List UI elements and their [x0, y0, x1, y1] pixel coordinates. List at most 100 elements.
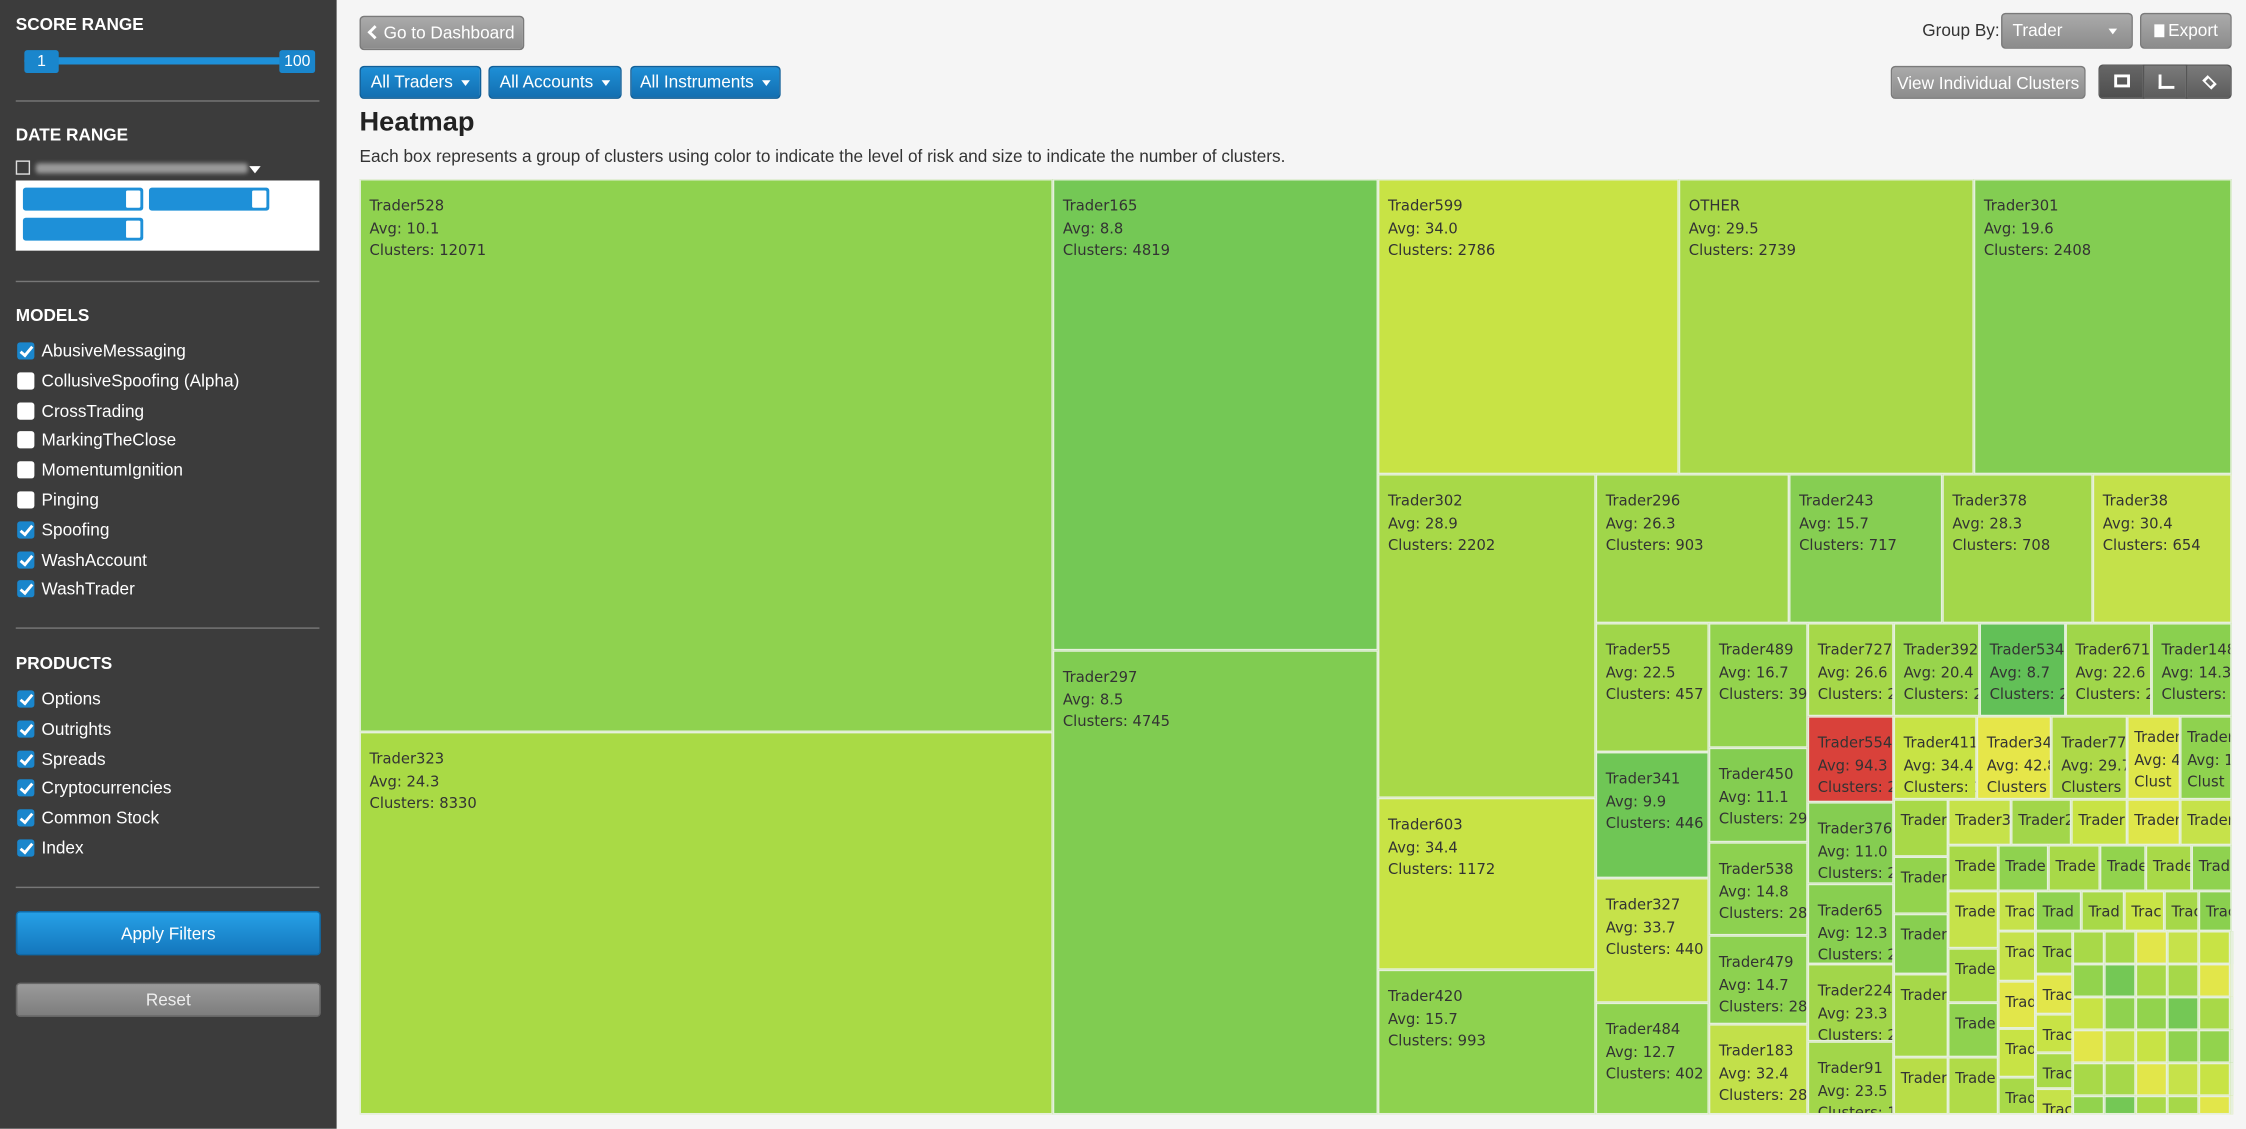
dashboard-button[interactable]: Go to Dashboard	[359, 15, 525, 51]
treemap-cell[interactable]	[2230, 1095, 2234, 1115]
treemap-cell[interactable]: Trade	[2048, 845, 2100, 891]
treemap-cell[interactable]	[2198, 1062, 2231, 1096]
filter-dropdown[interactable]: All Traders	[359, 65, 482, 99]
checkbox[interactable]	[17, 461, 35, 479]
treemap-cell[interactable]: Trader243 Avg: 15.7 Clusters: 717	[1789, 474, 1943, 624]
blurred-date[interactable]	[35, 163, 248, 174]
treemap-cell[interactable]: Trader	[1893, 913, 1949, 975]
checkbox[interactable]	[17, 431, 35, 449]
treemap-cell[interactable]	[2104, 1062, 2136, 1096]
treemap-cell[interactable]: Trader183 Avg: 32.4 Clusters: 28	[1708, 1024, 1808, 1115]
treemap-cell[interactable]	[2072, 1029, 2105, 1063]
grid-view-button[interactable]	[2098, 64, 2145, 99]
treemap-cell[interactable]	[2167, 1095, 2199, 1115]
treemap-cell[interactable]: Trader55 Avg: 22.5 Clusters: 457	[1595, 623, 1709, 753]
treemap-cell[interactable]: Trader341 Avg: 9.9 Clusters: 446	[1595, 752, 1709, 879]
treemap-cell[interactable]: Trader	[1998, 845, 2049, 891]
treemap-cell[interactable]: Trader	[1893, 856, 1949, 914]
treemap-cell[interactable]: Trac	[2164, 890, 2199, 932]
layers-view-button[interactable]	[2185, 64, 2232, 99]
treemap-cell[interactable]: Trad	[2081, 890, 2125, 932]
treemap-cell[interactable]: Trader392 Avg: 20.4 Clusters: 2	[1893, 623, 1980, 717]
treemap-cell[interactable]: Trad	[1998, 1028, 2036, 1078]
treemap-cell[interactable]: Trader	[2071, 799, 2128, 846]
treemap-cell[interactable]: Trad	[1998, 1077, 2036, 1115]
checkbox[interactable]	[17, 401, 35, 420]
view-clusters-button[interactable]: View Individual Clusters	[1890, 65, 2086, 99]
treemap-cell[interactable]: Trade	[2191, 845, 2232, 891]
reset-button[interactable]: Reset	[15, 982, 321, 1018]
checkbox[interactable]	[17, 690, 35, 708]
checkbox[interactable]	[17, 342, 35, 360]
treemap-cell[interactable]: Trader599 Avg: 34.0 Clusters: 2786	[1377, 179, 1679, 475]
treemap-cell[interactable]	[2135, 1029, 2168, 1063]
treemap-cell[interactable]	[2072, 964, 2105, 997]
treemap-cell[interactable]: Trader554 Avg: 94.3 Clusters: 2	[1807, 716, 1894, 803]
treemap-cell[interactable]: Trade	[1948, 1057, 1999, 1115]
treemap-cell[interactable]	[2230, 996, 2234, 1030]
treemap-cell[interactable]: Trader376 Avg: 11.0 Clusters: 2	[1807, 802, 1894, 884]
treemap-cell[interactable]	[2167, 964, 2199, 997]
treemap-cell[interactable]: Trader	[1893, 799, 1949, 857]
slider-handle[interactable]: 100	[279, 50, 316, 74]
treemap-cell[interactable]: Trade	[2099, 845, 2146, 891]
treemap-cell[interactable]: Trader297 Avg: 8.5 Clusters: 4745	[1052, 650, 1378, 1115]
treemap-cell[interactable]	[2230, 964, 2234, 997]
slider-handle[interactable]: 1	[24, 50, 59, 74]
treemap-cell[interactable]	[2072, 931, 2105, 965]
checkbox[interactable]	[17, 550, 35, 569]
treemap-cell[interactable]: Trade	[1998, 981, 2036, 1029]
treemap-cell[interactable]: Trad	[1998, 931, 2036, 982]
treemap-cell[interactable]	[2198, 964, 2231, 997]
group-by-select[interactable]: Trader	[2001, 12, 2133, 49]
treemap-cell[interactable]	[2072, 1062, 2105, 1096]
treemap-cell[interactable]: Trader479 Avg: 14.7 Clusters: 28	[1708, 935, 1808, 1025]
treemap-cell[interactable]	[2230, 1062, 2234, 1096]
treemap-cell[interactable]: Trader327 Avg: 33.7 Clusters: 440	[1595, 878, 1709, 1003]
treemap-cell[interactable]	[2167, 1062, 2199, 1096]
treemap-cell[interactable]	[2198, 931, 2231, 965]
treemap-cell[interactable]	[2104, 964, 2136, 997]
treemap-cell[interactable]: Trac	[2035, 1014, 2073, 1053]
treemap-cell[interactable]: Trad	[2035, 890, 2082, 932]
treemap-cell[interactable]: Trade	[1948, 890, 1999, 949]
filter-dropdown[interactable]: All Accounts	[488, 65, 622, 99]
blurred-tag[interactable]	[22, 217, 144, 241]
treemap-cell[interactable]: Trader165 Avg: 8.8 Clusters: 4819	[1052, 179, 1378, 651]
filter-dropdown[interactable]: All Instruments	[630, 65, 781, 99]
checkbox[interactable]	[17, 779, 35, 797]
treemap-cell[interactable]: Trac	[2124, 890, 2165, 932]
treemap-cell[interactable]: Trade	[1948, 1002, 1999, 1058]
treemap-cell[interactable]	[2167, 931, 2199, 965]
treemap-cell[interactable]: Trader301 Avg: 19.6 Clusters: 2408	[1973, 179, 2232, 475]
checkbox[interactable]	[17, 521, 35, 539]
treemap-cell[interactable]	[2104, 1029, 2136, 1063]
treemap-cell[interactable]: Trader38 Avg: 30.4 Clusters: 654	[2092, 474, 2232, 624]
treemap-cell[interactable]: Trader	[2180, 799, 2232, 846]
treemap-cell[interactable]	[2135, 931, 2168, 965]
checkbox[interactable]	[17, 491, 35, 509]
treemap-cell[interactable]	[2198, 1095, 2231, 1115]
treemap-cell[interactable]	[2104, 996, 2136, 1030]
treemap-cell[interactable]	[2072, 1095, 2105, 1115]
treemap-cell[interactable]	[2104, 931, 2136, 965]
treemap-cell[interactable]: Trader Avg: 4 Clust	[2127, 716, 2181, 800]
treemap-cell[interactable]: Trader420 Avg: 15.7 Clusters: 993	[1377, 969, 1596, 1115]
treemap-cell[interactable]	[2135, 1095, 2168, 1115]
checkbox[interactable]	[17, 749, 35, 768]
treemap-cell[interactable]: Trade	[1948, 845, 1999, 891]
treemap-cell[interactable]: Trader450 Avg: 11.1 Clusters: 29	[1708, 747, 1808, 843]
treemap-cell[interactable]: Trade	[2145, 845, 2192, 891]
treemap-cell[interactable]: Trad	[1998, 890, 2036, 932]
treemap-cell[interactable]	[2167, 1029, 2199, 1063]
treemap-cell[interactable]	[2167, 996, 2199, 1030]
checkbox[interactable]	[17, 809, 35, 827]
chart-view-button[interactable]	[2142, 64, 2188, 99]
treemap-cell[interactable]: Trader296 Avg: 26.3 Clusters: 903	[1595, 474, 1790, 624]
treemap-cell[interactable]: Trac	[2198, 890, 2232, 932]
treemap-cell[interactable]: Trader302 Avg: 28.9 Clusters: 2202	[1377, 474, 1596, 798]
treemap-cell[interactable]	[2198, 1029, 2231, 1063]
treemap-cell[interactable]: Trac	[2035, 974, 2073, 1015]
treemap-cell[interactable]: Trader489 Avg: 16.7 Clusters: 39	[1708, 623, 1808, 748]
treemap-cell[interactable]: Trader528 Avg: 10.1 Clusters: 12071	[359, 179, 1053, 732]
